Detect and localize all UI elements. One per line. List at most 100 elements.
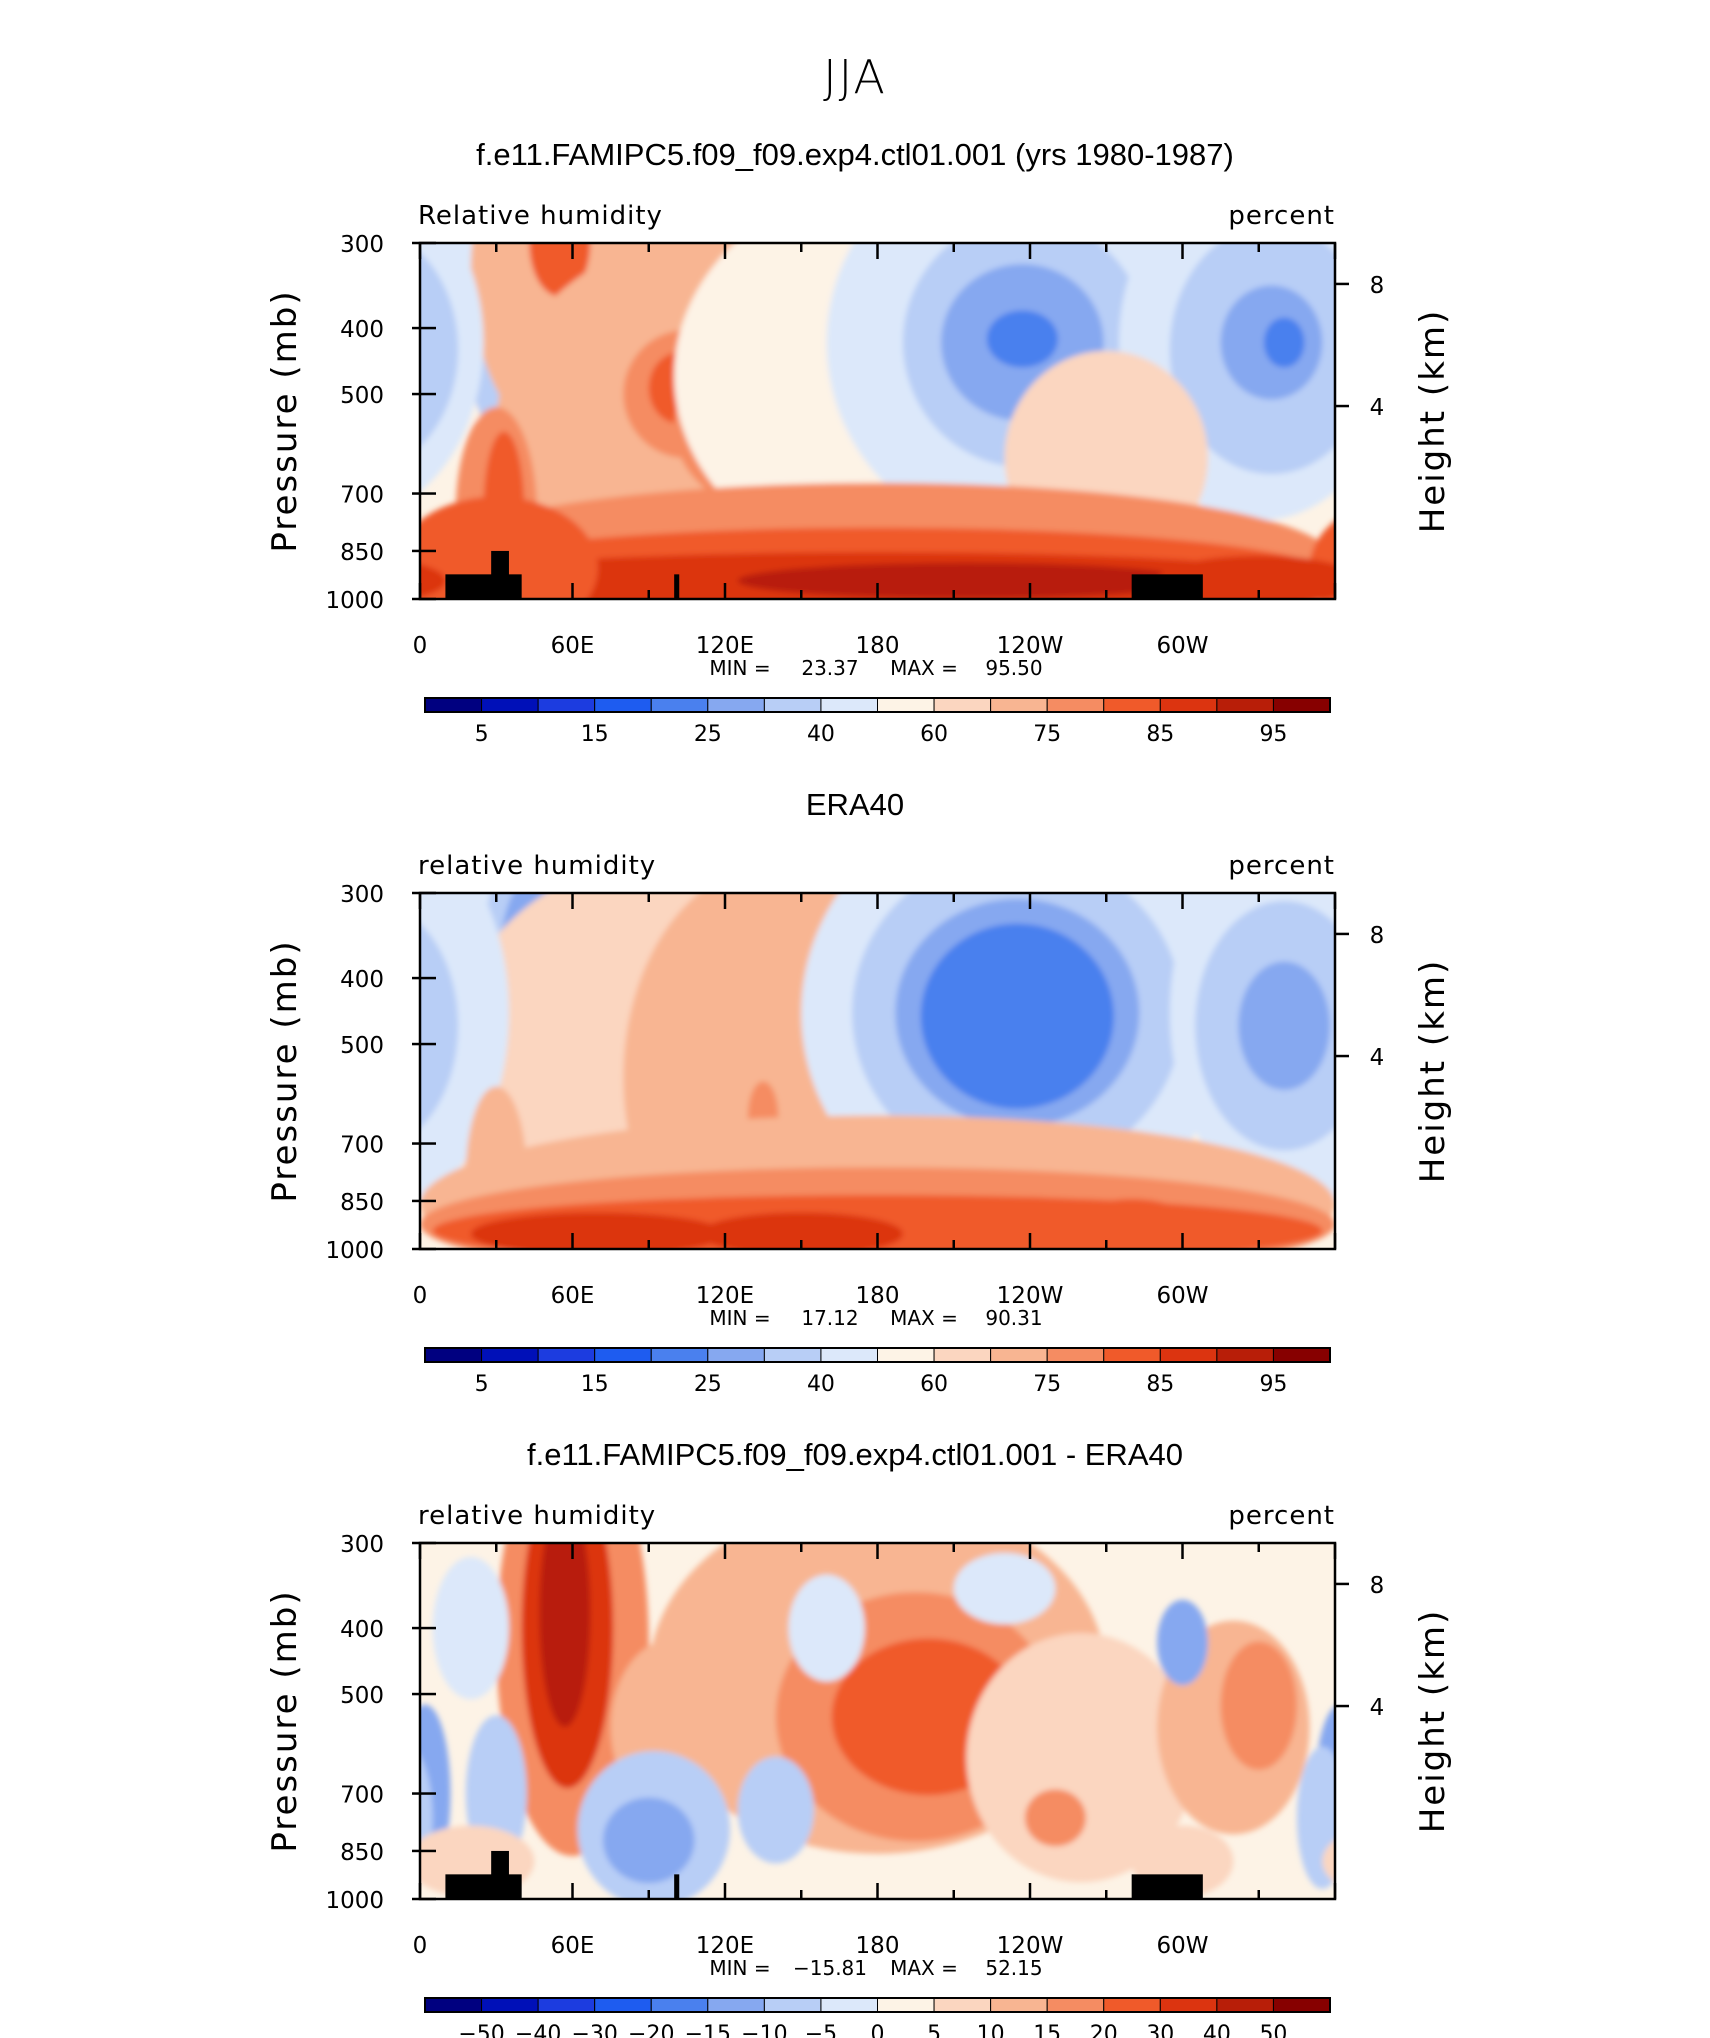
y-tick-label: 700: [340, 1133, 384, 1159]
colorbar-swatch: [1046, 1997, 1105, 2013]
height-axis-title: Height (km): [1413, 1609, 1453, 1834]
contour-region: [1263, 317, 1305, 368]
colorbar-swatch: [990, 1347, 1048, 1363]
panel-title: f.e11.FAMIPC5.f09_f09.exp4.ctl01.001 (yr…: [476, 137, 1234, 172]
contour-field: [420, 243, 1335, 599]
colorbar-swatch: [1216, 1347, 1274, 1363]
colorbar-swatch: [707, 697, 765, 713]
contour-shapes: [420, 243, 1335, 599]
colorbar-frame: [424, 1997, 1331, 2013]
units-label: percent: [1228, 851, 1335, 881]
contour-region: [1322, 1839, 1335, 1883]
topography-mask: [491, 550, 509, 599]
panel-title: f.e11.FAMIPC5.f09_f09.exp4.ctl01.001 - E…: [527, 1437, 1183, 1472]
contour-region: [920, 923, 1114, 1109]
height-tick-label: 8: [1370, 923, 1385, 949]
colorbar-swatch: [1046, 1347, 1105, 1363]
colorbar-swatch: [990, 1997, 1048, 2013]
x-tick-label: 180: [856, 1283, 900, 1309]
contour-region: [737, 1756, 814, 1864]
max-value: 52.15: [985, 1956, 1042, 1980]
height-tick-label: 8: [1370, 273, 1385, 299]
colorbar-swatch: [481, 1997, 539, 2013]
contour-region: [420, 923, 459, 1128]
x-tick-label: 180: [856, 633, 900, 659]
colorbar-swatch: [537, 1347, 596, 1363]
colorbar-tick-label: −30: [571, 2022, 617, 2038]
colorbar-tick-label: 85: [1146, 1372, 1174, 1397]
panel-1: f.e11.FAMIPC5.f09_f09.exp4.ctl01.001 (yr…: [265, 137, 1453, 747]
contour-region: [966, 1633, 1196, 1883]
topography: [445, 1850, 1203, 1899]
colorbar-swatch: [820, 1997, 878, 2013]
colorbar-swatch: [1159, 697, 1218, 713]
x-tick-label: 120W: [997, 633, 1064, 659]
colorbar-tick-label: −15: [685, 2022, 731, 2038]
min-label: MIN =: [709, 1306, 770, 1330]
max-label: MAX =: [890, 656, 958, 680]
topography: [445, 550, 1203, 599]
y-tick-label: 300: [340, 1532, 384, 1558]
colorbar-tick-label: −10: [741, 2022, 787, 2038]
colorbar-tick-label: 40: [807, 1372, 835, 1397]
y-tick-label: 300: [340, 882, 384, 908]
min-value: −15.81: [793, 1956, 867, 1980]
height-tick-label: 4: [1370, 1695, 1385, 1721]
colorbar-tick-label: 15: [581, 722, 609, 747]
colorbar-frame: [424, 1347, 1331, 1363]
min-max-readout: MIN = 17.12 MAX = 90.31: [709, 1306, 1042, 1330]
colorbar-tick-label: 25: [694, 722, 722, 747]
topography-mask: [445, 574, 522, 599]
height-axis: 8 4 Height (km): [1335, 923, 1453, 1183]
height-tick-label: 4: [1370, 1045, 1385, 1071]
y-tick-label: 850: [340, 1190, 384, 1216]
colorbar-tick-label: −20: [628, 2022, 674, 2038]
y-tick-label: 400: [340, 1617, 384, 1643]
colorbar-tick-label: 0: [871, 2022, 885, 2038]
colorbar-swatch: [763, 1997, 822, 2013]
colorbar-swatch: [1046, 697, 1105, 713]
colorbar-tick-label: 5: [475, 722, 489, 747]
colorbar-swatch: [877, 1347, 935, 1363]
topography-mask: [674, 1874, 680, 1899]
y-tick-label: 700: [340, 1783, 384, 1809]
contour-region: [539, 1543, 591, 1727]
x-tick-label: 60W: [1156, 633, 1208, 659]
contour-shapes: [420, 1543, 1335, 1899]
variable-label: relative humidity: [418, 851, 656, 881]
y-tick-label: 850: [340, 1840, 384, 1866]
contour-region: [420, 564, 446, 598]
colorbar-tick-label: 15: [1033, 2022, 1061, 2038]
y-tick-label: 500: [340, 1683, 384, 1709]
x-tick-label: 0: [413, 633, 428, 659]
x-tick-label: 120E: [696, 1933, 754, 1959]
x-axis: 0 60E 120E 180 120W 60W: [413, 893, 1337, 1309]
colorbar-swatch: [820, 697, 878, 713]
x-tick-label: 120W: [997, 1933, 1064, 1959]
colorbar-swatch: [424, 697, 483, 713]
min-max-readout: MIN = 23.37 MAX = 95.50: [709, 656, 1042, 680]
max-value: 90.31: [985, 1306, 1042, 1330]
contour-region: [1157, 1599, 1208, 1686]
contour-region: [420, 496, 598, 599]
x-tick-label: 120E: [696, 633, 754, 659]
colorbar-swatch: [933, 1997, 992, 2013]
colorbar-swatch: [650, 1997, 709, 2013]
colorbar-swatch: [877, 1997, 935, 2013]
topography-mask: [1131, 1874, 1203, 1899]
min-value: 23.37: [801, 656, 858, 680]
colorbar-swatch: [650, 697, 709, 713]
y-tick-label: 850: [340, 540, 384, 566]
colorbar-swatch: [1159, 1347, 1218, 1363]
height-tick-label: 4: [1370, 395, 1385, 421]
colorbar-tick-label: 85: [1146, 722, 1174, 747]
colorbar-tick-label: 20: [1090, 2022, 1118, 2038]
contour-region: [953, 1552, 1056, 1625]
colorbar-tick-label: 5: [475, 1372, 489, 1397]
y-tick-label: 1000: [325, 1888, 384, 1914]
colorbar-swatch: [650, 1347, 709, 1363]
height-axis: 8 4 Height (km): [1335, 273, 1453, 533]
topography-mask: [445, 1874, 522, 1899]
x-tick-label: 0: [413, 1283, 428, 1309]
